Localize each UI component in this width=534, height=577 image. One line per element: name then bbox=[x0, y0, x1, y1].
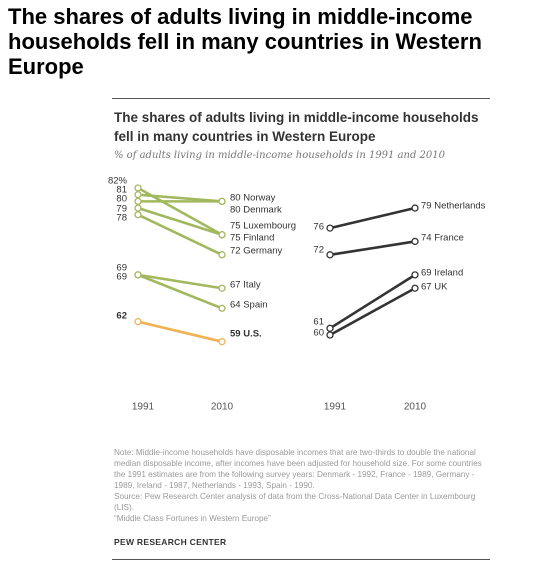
data-point-1991-spain bbox=[134, 271, 142, 279]
end-label-spain: 64 Spain bbox=[230, 300, 268, 311]
start-value-label-6: 69 bbox=[116, 272, 127, 283]
series-line-u-s bbox=[136, 320, 224, 343]
chart-subtitle: % of adults living in middle-income hous… bbox=[114, 150, 446, 161]
page-title: The shares of adults living in middle-in… bbox=[8, 4, 482, 79]
data-point-1991-u-s bbox=[134, 317, 142, 326]
data-point-1991-germany bbox=[134, 211, 142, 219]
data-point-1991-netherlands bbox=[326, 224, 334, 232]
data-point-1991-ireland bbox=[326, 324, 334, 332]
data-point-1991-uk bbox=[326, 331, 334, 339]
start-value-label-7: 62 bbox=[116, 311, 127, 322]
end-label-france: 74 France bbox=[421, 233, 464, 244]
series-line-netherlands bbox=[328, 206, 417, 230]
start-value-label-0: 82% bbox=[108, 176, 128, 187]
data-point-2010-spain bbox=[218, 304, 226, 312]
series-line-germany bbox=[136, 213, 224, 257]
start-value-label-2: 80 bbox=[116, 194, 127, 205]
end-label-germany: 72 Germany bbox=[230, 246, 283, 257]
start-value-label-4: 78 bbox=[116, 213, 127, 224]
bottom-divider bbox=[112, 559, 490, 560]
chart-notes: Note: Middle-income households have disp… bbox=[114, 447, 494, 524]
start-label-france: 72 bbox=[313, 245, 324, 256]
source-org: PEW RESEARCH CENTER bbox=[114, 537, 227, 547]
data-point-2010-uk bbox=[411, 284, 419, 292]
data-point-1991-luxembourg bbox=[134, 184, 142, 192]
end-label-u-s: 59 U.S. bbox=[230, 329, 262, 340]
end-label-italy: 67 Italy bbox=[230, 280, 261, 291]
end-label-luxembourg: 75 Luxembourg bbox=[230, 221, 296, 232]
start-value-label-1: 81 bbox=[116, 185, 127, 196]
data-point-2010-u-s bbox=[218, 338, 226, 346]
data-point-1991-finland bbox=[134, 204, 142, 212]
data-point-2010-ireland bbox=[411, 271, 419, 279]
end-label-finland: 75 Finland bbox=[230, 233, 274, 244]
data-point-2010-netherlands bbox=[411, 204, 419, 212]
series-line-luxembourg bbox=[136, 186, 224, 237]
start-label-ireland: 61 bbox=[313, 317, 324, 328]
end-label-denmark: 80 Denmark bbox=[230, 205, 282, 216]
chart-title: The shares of adults living in middle-in… bbox=[114, 110, 479, 144]
data-point-2010-germany bbox=[218, 251, 226, 259]
series-line-ireland bbox=[328, 273, 417, 330]
start-value-label-3: 79 bbox=[116, 204, 127, 215]
end-label-netherlands: 79 Netherlands bbox=[421, 201, 486, 212]
data-point-2010-denmark bbox=[218, 197, 226, 206]
report-title: “Middle Class Fortunes in Western Europe… bbox=[114, 514, 271, 523]
series-line-italy bbox=[136, 273, 224, 290]
top-divider bbox=[112, 98, 490, 99]
source-text: Source: Pew Research Center analysis of … bbox=[114, 492, 476, 512]
series-line-spain bbox=[136, 273, 224, 310]
end-label-norway: 80 Norway bbox=[230, 193, 276, 204]
x-tick-label-1991-panel-2: 1991 bbox=[324, 402, 347, 413]
start-value-label-5: 69 bbox=[116, 263, 127, 274]
series-line-finland bbox=[136, 206, 224, 237]
data-point-2010-finland bbox=[218, 231, 226, 239]
data-point-1991-denmark bbox=[134, 197, 142, 206]
x-tick-label-1991-panel-1: 1991 bbox=[132, 402, 155, 413]
data-point-2010-france bbox=[411, 237, 419, 246]
data-point-1991-norway bbox=[134, 191, 142, 199]
end-label-ireland: 69 Ireland bbox=[421, 268, 463, 279]
start-label-uk: 60 bbox=[313, 328, 324, 339]
x-tick-label-2010-panel-2: 2010 bbox=[404, 402, 427, 413]
series-line-uk bbox=[328, 286, 417, 337]
data-point-2010-italy bbox=[218, 284, 226, 292]
x-tick-label-2010-panel-1: 2010 bbox=[211, 402, 234, 413]
end-label-uk: 67 UK bbox=[421, 282, 448, 293]
note-text: Note: Middle-income households have disp… bbox=[114, 448, 482, 490]
start-label-netherlands: 76 bbox=[313, 222, 324, 233]
data-point-1991-france bbox=[326, 251, 334, 259]
series-line-france bbox=[328, 240, 417, 257]
